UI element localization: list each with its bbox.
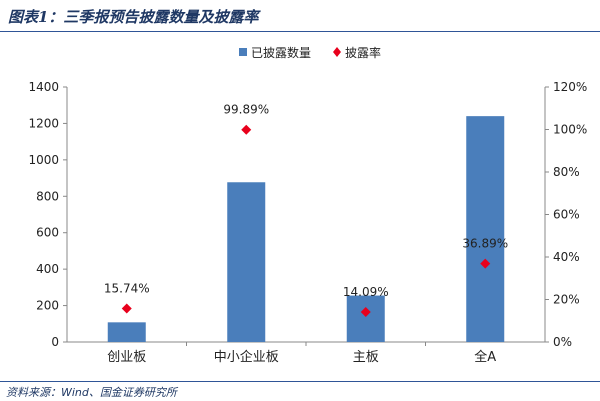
- y-right-tick-label: 60%: [553, 208, 580, 222]
- y-right-tick-label: 100%: [553, 123, 587, 137]
- y-left-tick-label: 1200: [28, 116, 59, 130]
- bar-2: [227, 182, 266, 342]
- rate-data-label: 15.74%: [104, 282, 150, 296]
- bar-4: [466, 116, 505, 343]
- title-bar: 图表1：三季报预告披露数量及披露率: [0, 0, 600, 34]
- y-right-tick-label: 40%: [553, 250, 580, 264]
- y-left-tick-label: 400: [36, 262, 59, 276]
- legend-swatch-marker: [333, 47, 341, 57]
- chart-container: 已披露数量 披露率 0 200 400 600 800 1000 1200 1400 0% 20% 40…: [0, 34, 600, 374]
- x-tick-label: 主板: [353, 350, 379, 365]
- legend-label-marker: 披露率: [345, 45, 381, 60]
- rate-data-label: 99.89%: [223, 103, 269, 117]
- y-left-tick-label: 1000: [28, 153, 59, 167]
- figure-title: 图表1：三季报预告披露数量及披露率: [8, 8, 259, 26]
- bar-3: [346, 295, 385, 342]
- rate-marker-3: [360, 307, 371, 318]
- source-note: 资料来源：Wind、国金证券研究所: [6, 386, 177, 399]
- legend-swatch-bar: [239, 48, 247, 56]
- title-divider: [0, 31, 600, 32]
- x-tick-label: 创业板: [107, 350, 146, 365]
- y-right-tick-label: 20%: [553, 293, 580, 307]
- source-divider: [0, 381, 600, 382]
- y-left-tick-label: 200: [36, 299, 59, 313]
- y-right-tick-label: 120%: [553, 80, 587, 94]
- y-left-tick-label: 0: [51, 335, 59, 349]
- legend-label-bar: 已披露数量: [251, 45, 311, 60]
- y-left-tick-label: 800: [36, 189, 59, 203]
- rate-marker-2: [241, 124, 252, 135]
- x-tick-label: 中小企业板: [214, 349, 279, 365]
- chart-svg: 已披露数量 披露率 0 200 400 600 800 1000 1200 1400 0% 20% 40…: [28, 45, 587, 365]
- y-right-tick-label: 0%: [553, 335, 572, 349]
- x-tick-label: 全A: [474, 349, 496, 365]
- bar-1: [107, 322, 146, 342]
- y-left-tick-label: 600: [36, 226, 59, 240]
- y-left-tick-label: 1400: [28, 80, 59, 94]
- rate-data-label: 36.89%: [462, 237, 508, 251]
- rate-marker-4: [480, 258, 491, 269]
- rate-marker-1: [121, 303, 132, 314]
- y-right-tick-label: 80%: [553, 165, 580, 179]
- rate-data-label: 14.09%: [343, 285, 389, 299]
